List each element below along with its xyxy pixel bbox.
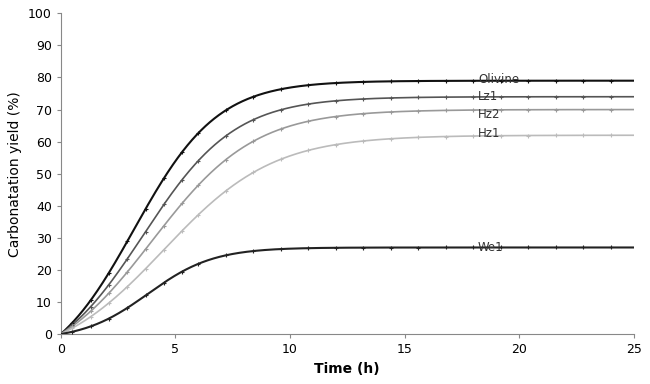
Text: Hz2: Hz2 (478, 108, 500, 121)
Text: We1: We1 (478, 241, 504, 254)
Text: Hz1: Hz1 (478, 127, 500, 140)
Y-axis label: Carbonatation yield (%): Carbonatation yield (%) (8, 91, 22, 257)
X-axis label: Time (h): Time (h) (315, 362, 380, 376)
Text: Olivine: Olivine (478, 73, 519, 86)
Text: Lz1: Lz1 (478, 90, 498, 103)
